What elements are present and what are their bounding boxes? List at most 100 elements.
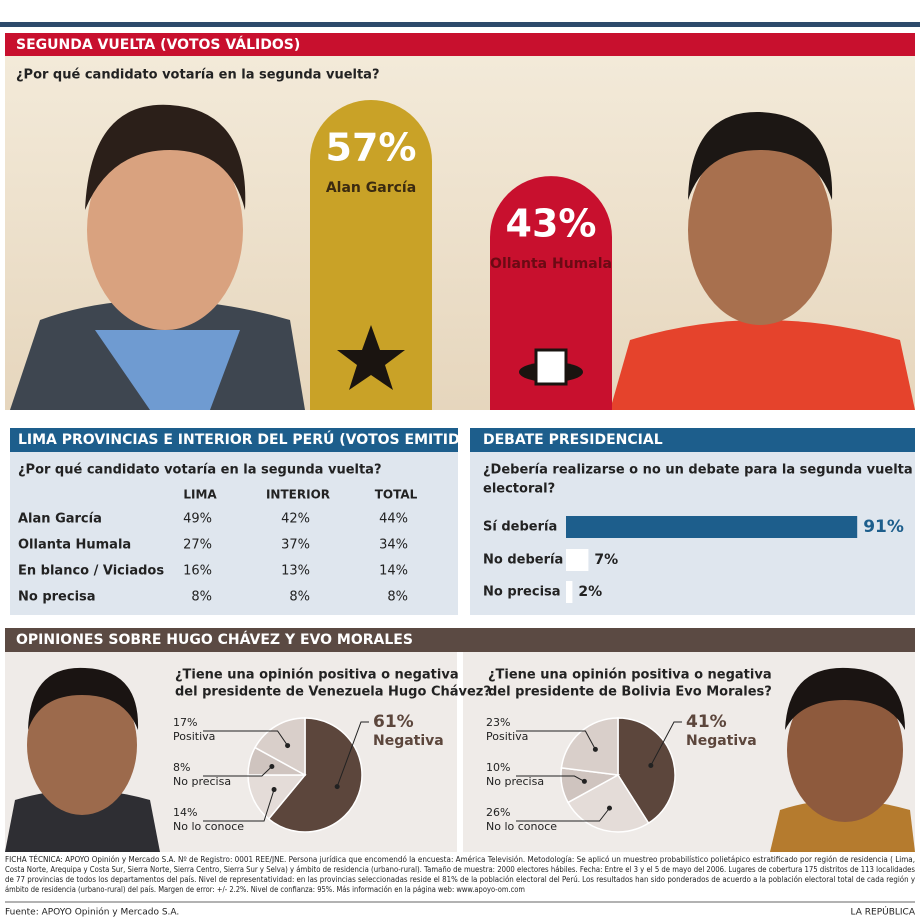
candidate-name: Alan García [326,180,416,196]
value-label: 7% [594,552,618,568]
table-cell: 14% [379,564,408,579]
bar [566,581,573,603]
pie-slice [567,774,650,833]
category-label: No precisa [483,585,561,600]
table-cell: 49% [183,512,212,527]
question: del presidente de Bolivia Evo Morales? [488,685,772,700]
leader-dot [581,778,587,784]
section-title: DEBATE PRESIDENCIAL [483,432,663,448]
category-label: No lo conoce [173,820,244,833]
table-cell: 27% [183,538,212,553]
pie-slice [254,717,306,777]
row-label: No precisa [18,590,96,605]
category-label: No precisa [486,775,544,788]
leader-dot [592,746,598,752]
column-header: INTERIOR [266,488,330,502]
value-label: 14% [173,806,197,819]
value-label: 41% [686,712,727,732]
question: ¿Tiene una opinión positiva o negativa [488,668,772,683]
leader-dot [271,787,277,793]
leader-dot [648,762,654,768]
table-cell: 8% [289,590,310,605]
question: ¿Por qué candidato votaría en la segunda… [18,463,382,478]
leader-line [516,807,610,822]
question: electoral? [483,482,555,497]
row-label: En blanco / Viciados [18,564,164,579]
photo-chavez [5,667,160,852]
value-label: 17% [173,716,197,729]
value-label: 61% [373,712,414,732]
leader-line [203,766,273,777]
table-cell: 8% [191,590,212,605]
section-title: SEGUNDA VUELTA (VOTOS VÁLIDOS) [16,36,300,53]
question: ¿Tiene una opinión positiva o negativa [175,668,459,683]
bar [310,100,432,410]
value-label: 8% [173,761,190,774]
category-label: Negativa [686,733,757,749]
value-label: 10% [486,761,510,774]
photo-humala [610,111,915,410]
table-cell: 37% [281,538,310,553]
section-title: OPINIONES SOBRE HUGO CHÁVEZ Y EVO MORALE… [16,631,413,648]
value-label: 91% [863,517,904,537]
value-label: 43% [506,202,597,246]
leader-dot [269,763,275,769]
ficha-line: de 77 provincias de todos los departamen… [5,875,915,884]
table-cell: 34% [379,538,408,553]
candidate-name: Ollanta Humala [490,256,612,272]
leader-line [516,730,596,750]
bar [566,549,589,571]
header-band [5,33,915,56]
question: ¿Por qué candidato votaría en la segunda… [16,68,380,83]
ficha-line: ámbito de residencia (urbano-rural) del … [5,885,525,894]
header-band [470,428,915,452]
category-label: Sí debería [483,520,557,535]
photo-garcia [10,104,305,410]
bar [566,516,858,538]
row-label: Ollanta Humala [18,538,131,553]
category-label: Positiva [173,730,215,743]
ficha-line: Costa Norte, Arequipa y Costa Sur, Sierr… [5,865,915,874]
publisher: LA REPÚBLICA [851,906,916,918]
photo-morales [770,667,915,852]
pie-slice [267,717,363,833]
row-label: Alan García [18,512,102,527]
leader-line [203,789,275,822]
leader-dot [606,805,612,811]
leader-line [650,721,682,766]
category-label: Positiva [486,730,528,743]
value-label: 23% [486,716,510,729]
table-cell: 8% [387,590,408,605]
table-cell: 16% [183,564,212,579]
table-cell: 42% [281,512,310,527]
leader-line [203,730,289,746]
category-label: No precisa [173,775,231,788]
category-label: No lo conoce [486,820,557,833]
question: del presidente de Venezuela Hugo Chávez? [175,685,491,700]
header-band [10,428,458,452]
column-header: LIMA [183,488,217,502]
source: Fuente: APOYO Opinión y Mercado S.A. [5,907,179,918]
leader-line [336,721,369,787]
column-header: TOTAL [375,488,418,502]
category-label: Negativa [373,733,444,749]
pie-slice [560,717,619,776]
value-label: 26% [486,806,510,819]
leader-dot [285,743,291,749]
header-band [5,628,915,652]
section-title: LIMA PROVINCIAS E INTERIOR DEL PERÚ (VOT… [18,430,488,448]
value-label: 2% [578,584,602,600]
panel [10,452,458,615]
question: ¿Debería realizarse o no un debate para … [483,463,913,478]
ficha-line: FICHA TÉCNICA: APOYO Opinión y Mercado S… [5,855,915,864]
table-cell: 13% [281,564,310,579]
bar [490,176,612,410]
value-label: 57% [326,126,417,170]
category-label: No debería [483,553,563,568]
top-rule [0,22,920,27]
party-logo [337,325,405,390]
leader-dot [334,784,340,790]
leader-line [516,775,585,782]
party-logo [519,348,583,386]
